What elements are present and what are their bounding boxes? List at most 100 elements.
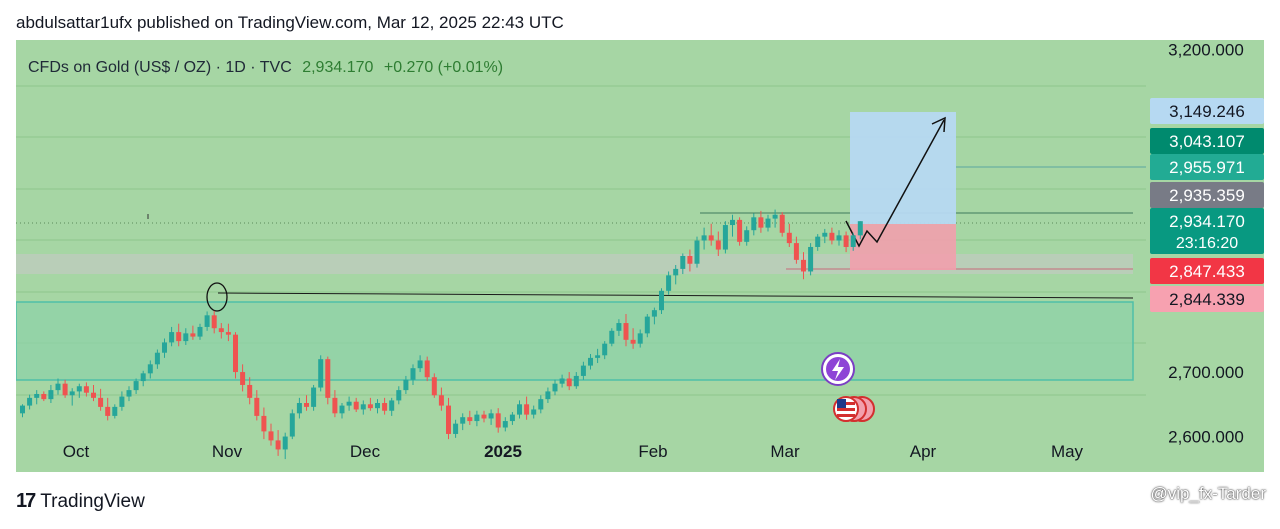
candle[interactable] xyxy=(630,339,636,344)
candle[interactable] xyxy=(311,387,317,407)
candle[interactable] xyxy=(190,333,196,337)
candle[interactable] xyxy=(566,378,572,387)
candle[interactable] xyxy=(20,405,25,414)
candle[interactable] xyxy=(722,225,728,250)
candle[interactable] xyxy=(403,379,409,391)
candle[interactable] xyxy=(808,246,814,272)
candle[interactable] xyxy=(105,406,111,416)
candle[interactable] xyxy=(424,360,430,378)
candle[interactable] xyxy=(69,391,75,396)
candle[interactable] xyxy=(609,330,615,344)
candle[interactable] xyxy=(304,403,309,407)
candle[interactable] xyxy=(829,232,835,241)
candle[interactable] xyxy=(509,414,515,422)
candle[interactable] xyxy=(446,405,451,434)
candle[interactable] xyxy=(254,397,260,416)
candle[interactable] xyxy=(55,383,61,391)
candle[interactable] xyxy=(204,315,210,327)
candle[interactable] xyxy=(474,414,480,422)
candle[interactable] xyxy=(48,390,54,400)
candle[interactable] xyxy=(850,235,856,247)
candle[interactable] xyxy=(815,236,821,247)
candle[interactable] xyxy=(218,328,224,333)
candle[interactable] xyxy=(339,405,345,414)
candle[interactable] xyxy=(687,256,693,264)
candle[interactable] xyxy=(417,360,423,369)
candle[interactable] xyxy=(836,235,842,241)
candle[interactable] xyxy=(765,218,771,228)
candle[interactable] xyxy=(233,334,238,373)
candle[interactable] xyxy=(119,396,125,407)
candle[interactable] xyxy=(694,240,700,264)
candle[interactable] xyxy=(453,423,459,434)
candle[interactable] xyxy=(91,392,96,398)
candle[interactable] xyxy=(531,409,537,415)
candle[interactable] xyxy=(559,378,565,384)
price-chart[interactable]: 3,200.000 2,700.000 2,600.000 3,149.246 3,04… xyxy=(15,40,1264,472)
candle[interactable] xyxy=(651,310,657,317)
candle[interactable] xyxy=(552,383,558,392)
candle[interactable] xyxy=(325,359,331,398)
candle[interactable] xyxy=(154,352,160,365)
candle[interactable] xyxy=(133,381,139,391)
candle[interactable] xyxy=(275,440,281,450)
candle[interactable] xyxy=(410,368,416,380)
candle[interactable] xyxy=(353,401,359,410)
candle[interactable] xyxy=(616,323,622,331)
candle[interactable] xyxy=(98,397,104,407)
candle[interactable] xyxy=(289,413,295,437)
candle[interactable] xyxy=(715,240,721,250)
chart-area[interactable]: 3,200.000 2,700.000 2,600.000 3,149.246 3,04… xyxy=(15,40,1264,472)
candle[interactable] xyxy=(27,397,33,406)
candle[interactable] xyxy=(225,332,231,335)
candle[interactable] xyxy=(247,384,253,398)
candle[interactable] xyxy=(701,235,707,241)
candle[interactable] xyxy=(41,393,47,400)
candle[interactable] xyxy=(83,386,89,393)
candle[interactable] xyxy=(793,243,799,260)
candle[interactable] xyxy=(467,417,473,422)
candle[interactable] xyxy=(580,365,586,376)
candle[interactable] xyxy=(34,393,40,398)
candle[interactable] xyxy=(332,397,338,414)
candle[interactable] xyxy=(751,217,757,231)
candle[interactable] xyxy=(162,342,167,353)
candle[interactable] xyxy=(460,417,466,424)
candle[interactable] xyxy=(737,219,743,242)
candle[interactable] xyxy=(779,214,785,233)
candle[interactable] xyxy=(147,364,153,374)
candle[interactable] xyxy=(730,219,735,226)
candle[interactable] xyxy=(438,395,444,406)
candle[interactable] xyxy=(382,403,388,411)
candle[interactable] xyxy=(396,390,402,401)
candle[interactable] xyxy=(772,214,778,219)
candle[interactable] xyxy=(524,404,530,415)
candle[interactable] xyxy=(375,403,380,409)
candle[interactable] xyxy=(481,414,487,419)
candle[interactable] xyxy=(197,326,203,337)
candle[interactable] xyxy=(659,290,664,311)
candle[interactable] xyxy=(176,332,182,342)
candle[interactable] xyxy=(261,415,267,432)
candle[interactable] xyxy=(268,431,274,441)
candle[interactable] xyxy=(573,375,579,387)
candle[interactable] xyxy=(588,357,593,366)
candle[interactable] xyxy=(517,404,522,415)
candle[interactable] xyxy=(545,391,551,400)
candle[interactable] xyxy=(488,413,494,419)
candle[interactable] xyxy=(538,399,544,410)
candle[interactable] xyxy=(843,235,849,247)
candle[interactable] xyxy=(318,359,324,388)
candle[interactable] xyxy=(673,268,679,276)
candle[interactable] xyxy=(112,406,118,416)
candle[interactable] xyxy=(140,373,146,382)
candle[interactable] xyxy=(666,275,672,291)
candle[interactable] xyxy=(62,383,68,396)
candle[interactable] xyxy=(296,403,302,414)
candle[interactable] xyxy=(857,221,863,236)
candle[interactable] xyxy=(76,386,82,392)
candle[interactable] xyxy=(431,377,437,396)
candle[interactable] xyxy=(183,333,189,342)
candle[interactable] xyxy=(346,401,352,406)
candle[interactable] xyxy=(644,316,650,334)
